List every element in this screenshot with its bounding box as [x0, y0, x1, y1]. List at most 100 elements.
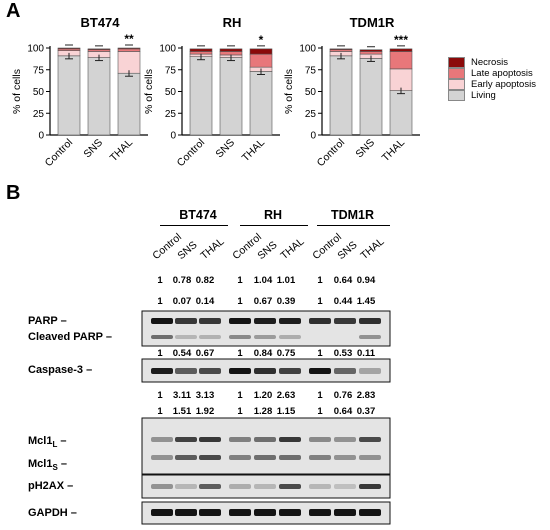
panel-a-label: A [6, 0, 21, 22]
blot-band [175, 368, 197, 374]
parp-cleaved-parp-blot [141, 310, 391, 347]
blot-band [334, 484, 356, 489]
blot-band [175, 437, 197, 442]
quant-value: 0.44 [333, 296, 353, 307]
bar-segment [57, 47, 81, 50]
blot-band [199, 484, 221, 489]
mcl1-l-sub: L [52, 440, 58, 450]
blot-band [151, 455, 173, 460]
quant-value: 1 [317, 296, 323, 307]
ph2ax-text: pH2AX [28, 480, 65, 492]
y-tick-label: 50 [33, 87, 45, 98]
legend-swatch [448, 68, 465, 80]
quant-value: 0.14 [195, 296, 215, 307]
caspase-label: Caspase-3 – [28, 364, 93, 376]
blot-band [359, 509, 381, 516]
blot-band [279, 509, 301, 516]
quant-value: 0.76 [333, 390, 353, 401]
blot-band [334, 509, 356, 516]
quant-value: 1 [237, 390, 243, 401]
quant-value: 1.04 [253, 275, 273, 286]
quant-value: 1 [237, 348, 243, 359]
mcl1-s-label: Mcl1S – [28, 458, 67, 473]
blot-band [229, 335, 251, 339]
blot-frame [141, 417, 391, 475]
blot-band [359, 335, 381, 339]
bar-segment [87, 48, 111, 51]
legend-item-early-apoptosis: Early apoptosis [448, 79, 536, 90]
blot-band [199, 437, 221, 442]
quant-value: 0.94 [356, 275, 376, 286]
y-tick-label: 0 [38, 131, 44, 142]
chart-legend: Necrosis Late apoptosis Early apoptosis … [448, 57, 536, 101]
group-underline [317, 225, 390, 226]
blot-band [254, 455, 276, 460]
quant-value: 1 [237, 406, 243, 417]
blot-band [279, 318, 301, 324]
quant-value: 1 [317, 348, 323, 359]
mcl1-l-label: Mcl1L – [28, 435, 67, 450]
quant-value: 0.53 [333, 348, 353, 359]
legend-swatch [448, 57, 465, 68]
y-axis-label: % of cells [11, 69, 23, 114]
mcl1-text: Mcl1 [28, 435, 53, 447]
blot-band [334, 437, 356, 442]
blot-band [279, 368, 301, 374]
gapdh-label: GAPDH – [28, 507, 77, 519]
blot-band [175, 318, 197, 324]
legend-label: Late apoptosis [471, 68, 533, 80]
parp-text: PARP [28, 315, 58, 327]
blot-band [229, 484, 251, 489]
bar-segment [359, 49, 383, 52]
blot-band [359, 437, 381, 442]
blot-band [334, 318, 356, 324]
gapdh-text: GAPDH [28, 507, 68, 519]
blot-band [199, 509, 221, 516]
quant-value: 1 [157, 406, 163, 417]
blot-band [309, 368, 331, 374]
blot-band [229, 318, 251, 324]
quant-value: 3.11 [173, 390, 191, 401]
bar-segment [219, 48, 243, 52]
ph2ax-blot [141, 474, 391, 499]
quant-value: 3.13 [195, 390, 215, 401]
bar-segment [117, 47, 141, 50]
blot-band [199, 455, 221, 460]
mcl1-text: Mcl1 [28, 458, 53, 470]
mcl1-s-sub: S [52, 463, 58, 473]
blot-frame [141, 310, 391, 347]
quant-value: 1.45 [356, 296, 376, 307]
blot-band [309, 437, 331, 442]
blot-band [254, 437, 276, 442]
quant-value: 1 [237, 296, 243, 307]
quant-value: 0.64 [333, 275, 353, 286]
quant-value: 0.54 [172, 348, 192, 359]
blot-band [254, 484, 276, 489]
quant-value: 1 [157, 348, 163, 359]
blot-band [359, 318, 381, 324]
blot-band [254, 509, 276, 516]
blot-band [199, 335, 221, 339]
blot-band [151, 484, 173, 489]
y-tick-label: 100 [299, 44, 316, 55]
quant-value: 0.82 [195, 275, 215, 286]
blot-band [151, 368, 173, 374]
blot-band [359, 455, 381, 460]
legend-swatch [448, 79, 465, 91]
chart-title: RH [223, 15, 242, 30]
blot-band [199, 368, 221, 374]
legend-label: Early apoptosis [471, 79, 536, 91]
blot-band [334, 368, 356, 374]
panel-b-label: B [6, 182, 21, 204]
quant-value: 1 [237, 275, 243, 286]
blot-band [334, 455, 356, 460]
group-header-rh: RH [263, 208, 283, 222]
gapdh-blot [141, 501, 391, 525]
blot-band [229, 509, 251, 516]
quant-value: 0.37 [356, 406, 376, 417]
blot-band [151, 335, 173, 339]
